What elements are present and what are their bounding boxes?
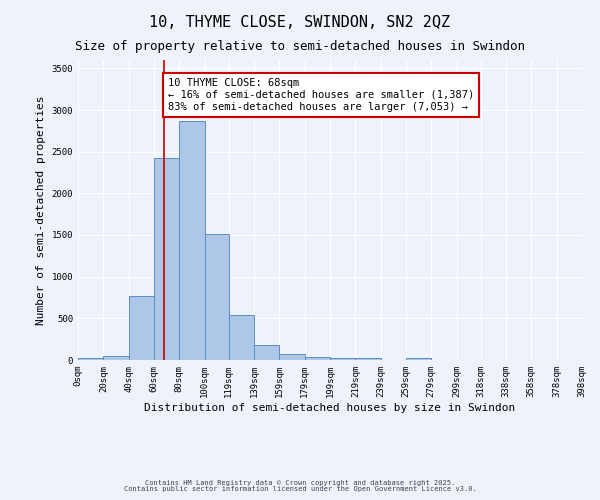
Bar [154, 158, 179, 360]
Bar [406, 358, 431, 360]
Bar [280, 354, 305, 360]
Text: Contains HM Land Registry data © Crown copyright and database right 2025.
Contai: Contains HM Land Registry data © Crown c… [124, 480, 476, 492]
Bar [103, 356, 128, 360]
Text: Size of property relative to semi-detached houses in Swindon: Size of property relative to semi-detach… [75, 40, 525, 53]
Bar [254, 344, 280, 360]
Bar [78, 358, 103, 360]
Text: 10 THYME CLOSE: 68sqm
← 16% of semi-detached houses are smaller (1,387)
83% of s: 10 THYME CLOSE: 68sqm ← 16% of semi-deta… [168, 78, 474, 112]
Bar [355, 358, 380, 360]
Bar [305, 357, 330, 360]
Bar [205, 234, 229, 360]
X-axis label: Distribution of semi-detached houses by size in Swindon: Distribution of semi-detached houses by … [145, 402, 515, 412]
Bar [330, 358, 355, 360]
Y-axis label: Number of semi-detached properties: Number of semi-detached properties [36, 95, 46, 325]
Text: 10, THYME CLOSE, SWINDON, SN2 2QZ: 10, THYME CLOSE, SWINDON, SN2 2QZ [149, 15, 451, 30]
Bar [229, 315, 254, 360]
Bar [128, 296, 154, 360]
Bar [179, 121, 205, 360]
